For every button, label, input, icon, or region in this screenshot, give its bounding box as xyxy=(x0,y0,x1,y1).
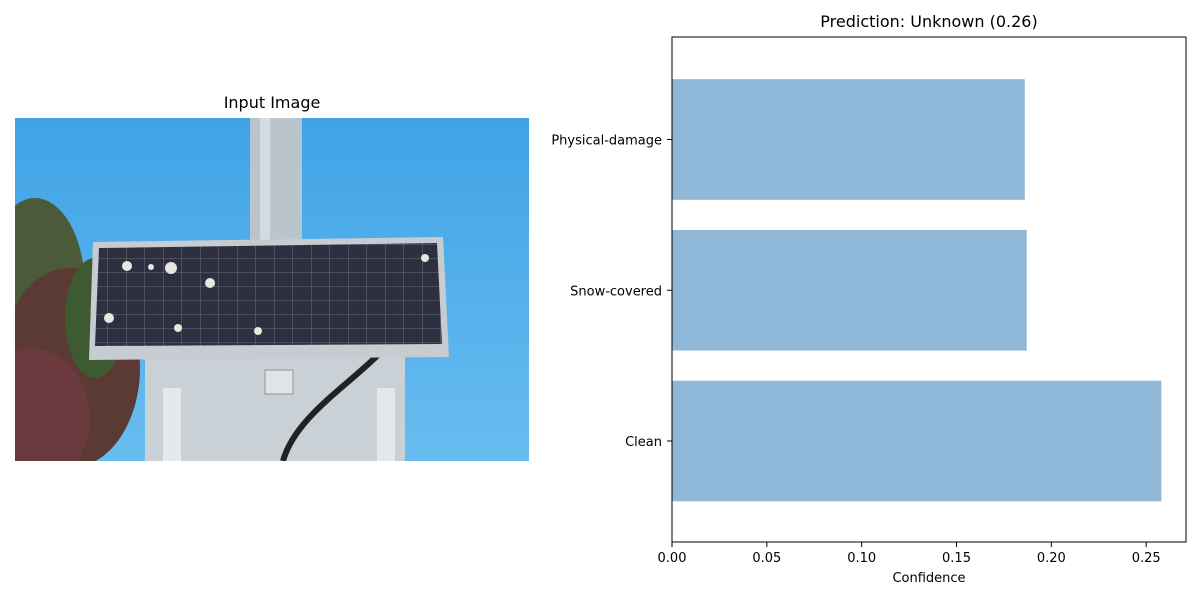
y-tick-label: Physical-damage xyxy=(551,134,662,149)
x-tick-label: 0.00 xyxy=(658,551,687,566)
input-image xyxy=(15,118,529,461)
input-image-title: Input Image xyxy=(223,93,321,112)
x-tick-label: 0.20 xyxy=(1037,551,1066,566)
x-tick-label: 0.05 xyxy=(752,551,781,566)
x-tick-label: 0.25 xyxy=(1132,551,1161,566)
bar-clean xyxy=(672,380,1162,502)
x-axis-label: Confidence xyxy=(892,571,965,586)
bar-snow-covered xyxy=(672,229,1027,351)
x-tick-label: 0.15 xyxy=(942,551,971,566)
y-tick-label: Clean xyxy=(625,435,662,450)
plot-frame xyxy=(671,36,1187,543)
x-tick-label: 0.10 xyxy=(847,551,876,566)
y-tick-label: Snow-covered xyxy=(570,284,662,299)
chart-title: Prediction: Unknown (0.26) xyxy=(820,12,1038,31)
bar-physical-damage xyxy=(672,79,1025,200)
